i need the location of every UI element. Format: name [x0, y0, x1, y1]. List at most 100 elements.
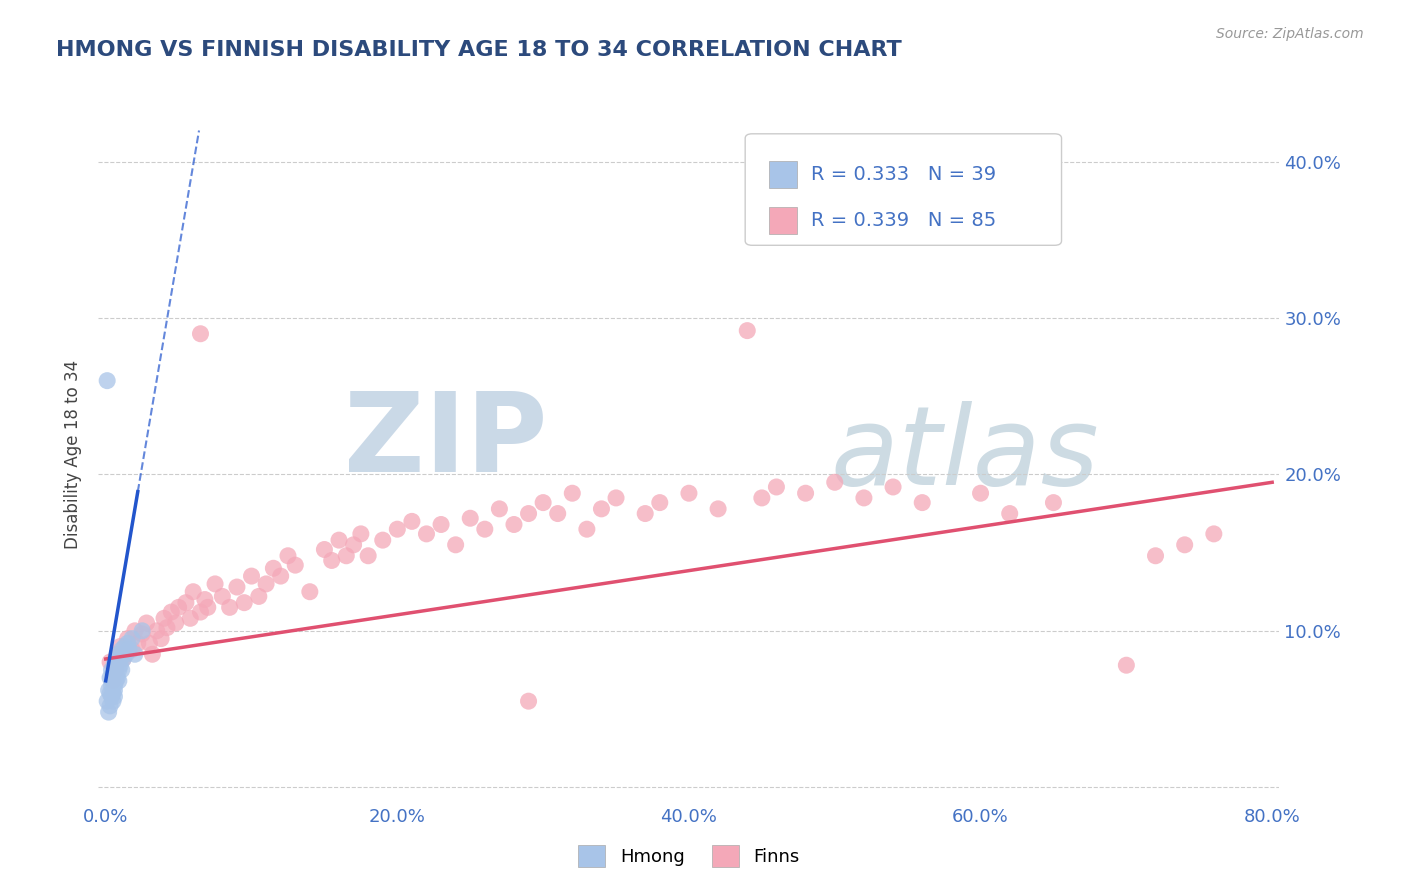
Point: [105, 658, 128, 673]
Point: [401, 514, 423, 528]
Point: [254, 577, 277, 591]
Point: [678, 486, 700, 500]
Point: [117, 636, 139, 650]
Point: [458, 511, 481, 525]
Point: [298, 584, 321, 599]
Point: [101, 673, 124, 688]
Point: [357, 549, 380, 563]
Point: [111, 663, 134, 677]
Point: [101, 694, 124, 708]
Point: [103, 690, 125, 704]
Point: [350, 527, 373, 541]
Point: [104, 663, 127, 677]
Point: [131, 627, 153, 641]
Point: [371, 533, 394, 548]
Point: [998, 507, 1021, 521]
Point: [262, 561, 284, 575]
Point: [96, 694, 118, 708]
Point: [474, 522, 496, 536]
Point: [852, 491, 875, 505]
Point: [204, 577, 226, 591]
Point: [103, 655, 125, 669]
Point: [98, 655, 121, 669]
Point: [591, 501, 613, 516]
Point: [127, 636, 149, 650]
Point: [765, 480, 787, 494]
Point: [103, 683, 125, 698]
Point: [121, 632, 143, 646]
Point: [517, 694, 540, 708]
Point: [387, 522, 409, 536]
Point: [1202, 527, 1225, 541]
Point: [105, 671, 128, 685]
Point: [117, 632, 139, 646]
Point: [160, 605, 183, 619]
Point: [141, 647, 163, 661]
Point: [138, 636, 160, 650]
Point: [110, 652, 132, 666]
Point: [105, 652, 128, 666]
Point: [233, 596, 256, 610]
Point: [270, 569, 292, 583]
Point: [165, 615, 187, 630]
Point: [100, 690, 122, 704]
Point: [97, 705, 120, 719]
Point: [1115, 658, 1137, 673]
Point: [174, 596, 197, 610]
Point: [547, 507, 569, 521]
Point: [605, 491, 627, 505]
Point: [430, 517, 453, 532]
Point: [121, 642, 143, 657]
Point: [321, 553, 343, 567]
Point: [103, 679, 125, 693]
Point: [218, 600, 240, 615]
Point: [1144, 549, 1167, 563]
Point: [98, 686, 121, 700]
Point: [145, 624, 167, 638]
Point: [531, 495, 554, 509]
Point: [135, 615, 157, 630]
Point: [101, 667, 124, 681]
Point: [240, 569, 263, 583]
Point: [277, 549, 299, 563]
Point: [124, 647, 146, 661]
Point: [131, 624, 153, 638]
Text: ZIP: ZIP: [344, 387, 547, 494]
Point: [108, 647, 131, 661]
Point: [108, 663, 131, 677]
Point: [101, 673, 124, 688]
Point: [444, 538, 467, 552]
Point: [111, 642, 134, 657]
Text: HMONG VS FINNISH DISABILITY AGE 18 TO 34 CORRELATION CHART: HMONG VS FINNISH DISABILITY AGE 18 TO 34…: [56, 40, 903, 60]
Point: [1042, 495, 1064, 509]
Point: [634, 507, 657, 521]
Point: [335, 549, 357, 563]
Text: R = 0.333   N = 39: R = 0.333 N = 39: [811, 165, 997, 184]
Point: [110, 658, 132, 673]
Point: [735, 324, 758, 338]
Point: [190, 605, 212, 619]
Point: [882, 480, 904, 494]
Point: [100, 663, 122, 677]
Point: [167, 600, 190, 615]
Text: R = 0.339   N = 85: R = 0.339 N = 85: [811, 211, 997, 230]
Point: [115, 647, 138, 661]
Point: [575, 522, 598, 536]
Point: [415, 527, 437, 541]
Point: [96, 374, 118, 388]
Point: [751, 491, 773, 505]
Point: [108, 673, 131, 688]
Point: [181, 584, 204, 599]
Point: [179, 611, 201, 625]
Point: [153, 611, 176, 625]
Text: atlas: atlas: [831, 401, 1099, 508]
Point: [488, 501, 510, 516]
Point: [517, 507, 540, 521]
Point: [328, 533, 350, 548]
Point: [247, 590, 270, 604]
Point: [561, 486, 583, 500]
Y-axis label: Disability Age 18 to 34: Disability Age 18 to 34: [65, 360, 83, 549]
Point: [284, 558, 307, 573]
Point: [110, 640, 132, 654]
Point: [194, 592, 217, 607]
